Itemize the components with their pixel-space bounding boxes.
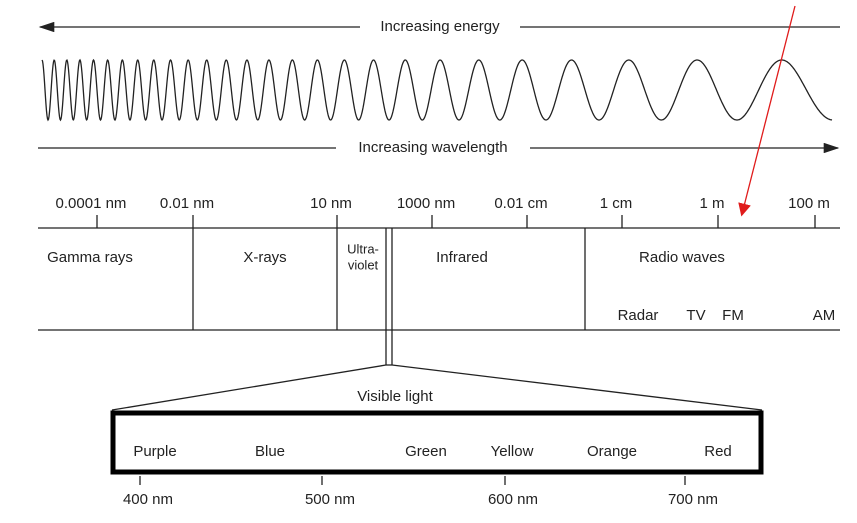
- scale-label: 0.01 cm: [494, 195, 547, 212]
- visible-box: [110, 410, 764, 475]
- color-label: Purple: [133, 443, 176, 460]
- wave: [41, 58, 833, 122]
- color-label: Red: [704, 443, 732, 460]
- energy-label: Increasing energy: [380, 18, 500, 35]
- visible-scale-label: 700 nm: [668, 491, 718, 508]
- region-label: Gamma rays: [47, 249, 133, 266]
- radio-band: TV: [686, 307, 705, 324]
- color-label: Blue: [255, 443, 285, 460]
- scale-label: 10 nm: [310, 195, 352, 212]
- region-label: violet: [348, 257, 379, 272]
- radio-band: Radar: [618, 307, 659, 324]
- scale-label: 1 m: [699, 195, 724, 212]
- region-label: Infrared: [436, 249, 488, 266]
- visible-scale-label: 500 nm: [305, 491, 355, 508]
- fan-line: [391, 364, 763, 411]
- radio-band: FM: [722, 307, 744, 324]
- visible-title: Visible light: [357, 388, 433, 405]
- color-label: Yellow: [491, 443, 534, 460]
- scale-label: 0.01 nm: [160, 195, 214, 212]
- pointer-arrow: [738, 5, 796, 217]
- scale-label: 1 cm: [600, 195, 633, 212]
- region-label: X-rays: [243, 249, 286, 266]
- visible-scale-label: 600 nm: [488, 491, 538, 508]
- scale-label: 0.0001 nm: [56, 195, 127, 212]
- radio-band: AM: [813, 307, 836, 324]
- fan-line: [111, 364, 387, 411]
- wavelength-label: Increasing wavelength: [358, 139, 507, 156]
- region-label: Radio waves: [639, 249, 725, 266]
- scale-label: 1000 nm: [397, 195, 455, 212]
- color-label: Green: [405, 443, 447, 460]
- region-label: Ultra-: [347, 241, 379, 256]
- color-label: Orange: [587, 443, 637, 460]
- visible-scale-label: 400 nm: [123, 491, 173, 508]
- scale-label: 100 m: [788, 195, 830, 212]
